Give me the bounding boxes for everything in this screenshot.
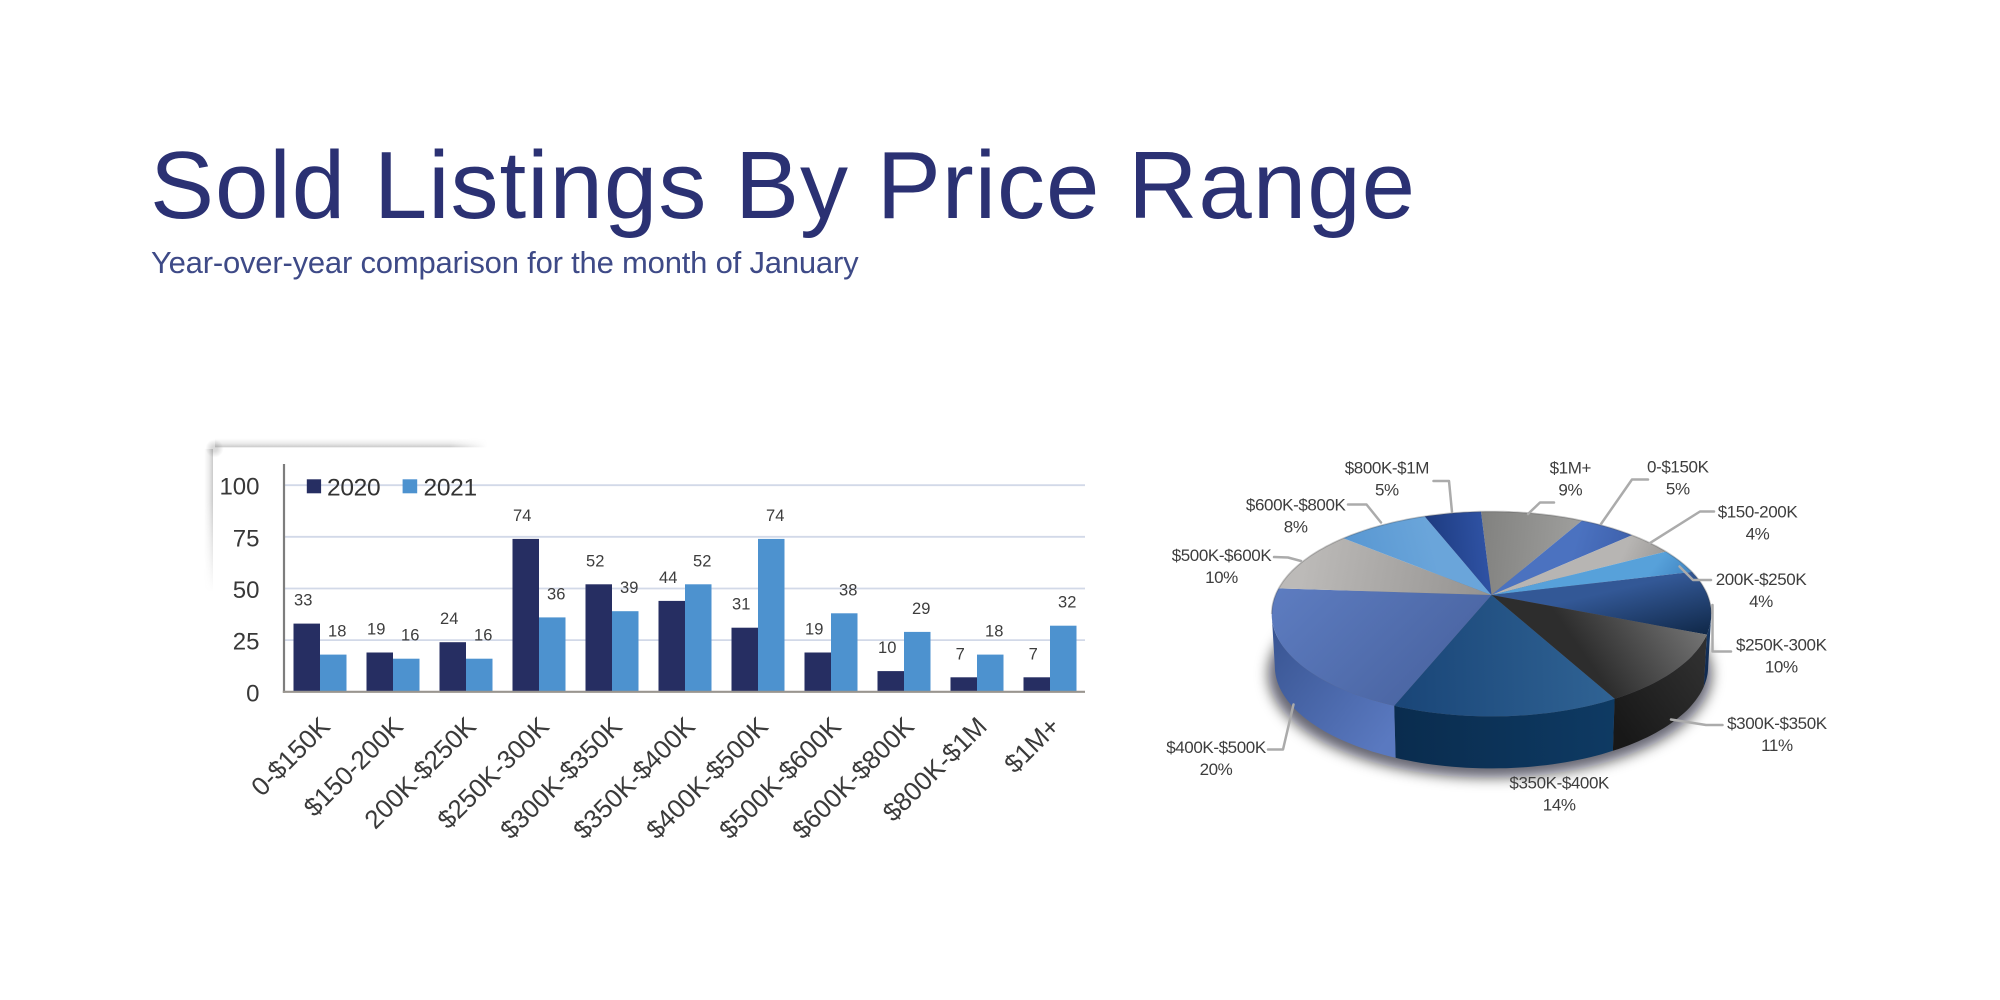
svg-text:19: 19 — [367, 621, 385, 639]
svg-text:44: 44 — [659, 569, 677, 587]
svg-text:4%: 4% — [1746, 525, 1770, 544]
svg-text:8%: 8% — [1284, 518, 1308, 537]
svg-text:$250K-300K: $250K-300K — [1736, 636, 1828, 655]
svg-text:9%: 9% — [1558, 481, 1582, 500]
svg-text:31: 31 — [732, 596, 750, 614]
svg-text:10: 10 — [878, 639, 896, 657]
svg-text:20%: 20% — [1200, 760, 1233, 779]
svg-text:7: 7 — [956, 645, 965, 663]
svg-text:29: 29 — [912, 600, 930, 618]
svg-text:$150-200K: $150-200K — [1718, 503, 1799, 522]
svg-text:10%: 10% — [1205, 568, 1238, 587]
svg-text:16: 16 — [401, 627, 419, 645]
svg-text:2021: 2021 — [424, 475, 477, 502]
svg-text:5%: 5% — [1375, 481, 1399, 500]
svg-text:$800K-$1M: $800K-$1M — [1345, 459, 1429, 478]
svg-text:2020: 2020 — [327, 475, 380, 502]
svg-text:19: 19 — [805, 621, 823, 639]
svg-text:75: 75 — [233, 525, 260, 552]
svg-text:33: 33 — [294, 592, 312, 610]
svg-text:$350K-$400K: $350K-$400K — [1509, 773, 1610, 792]
svg-text:38: 38 — [839, 581, 857, 599]
svg-text:7: 7 — [1029, 645, 1038, 663]
svg-text:0-$150K: 0-$150K — [1647, 458, 1710, 477]
svg-text:$1M+: $1M+ — [998, 711, 1066, 779]
svg-text:4%: 4% — [1749, 592, 1773, 611]
svg-text:52: 52 — [586, 552, 604, 570]
svg-text:18: 18 — [328, 623, 346, 641]
svg-text:10%: 10% — [1765, 658, 1798, 677]
svg-text:$500K-$600K: $500K-$600K — [1172, 546, 1273, 565]
svg-text:$600K-$800K: $600K-$800K — [1246, 496, 1347, 515]
svg-text:11%: 11% — [1761, 736, 1793, 755]
svg-text:32: 32 — [1058, 594, 1076, 612]
svg-text:36: 36 — [547, 585, 565, 603]
svg-text:0: 0 — [246, 680, 259, 707]
svg-text:$400K-$500K: $400K-$500K — [1166, 738, 1267, 757]
svg-text:$1M+: $1M+ — [1550, 459, 1592, 478]
svg-text:25: 25 — [233, 629, 260, 656]
svg-text:39: 39 — [620, 579, 638, 597]
svg-text:18: 18 — [985, 623, 1003, 641]
svg-text:200K-$250K: 200K-$250K — [1716, 570, 1808, 589]
svg-text:74: 74 — [766, 507, 784, 525]
svg-text:100: 100 — [219, 474, 259, 501]
svg-text:$300K-$350K: $300K-$350K — [1727, 714, 1828, 733]
svg-text:50: 50 — [233, 577, 260, 604]
svg-text:5%: 5% — [1666, 480, 1690, 499]
svg-text:16: 16 — [474, 627, 492, 645]
svg-text:52: 52 — [693, 552, 711, 570]
svg-text:74: 74 — [513, 507, 531, 525]
svg-text:24: 24 — [440, 610, 458, 628]
svg-text:14%: 14% — [1543, 795, 1576, 814]
